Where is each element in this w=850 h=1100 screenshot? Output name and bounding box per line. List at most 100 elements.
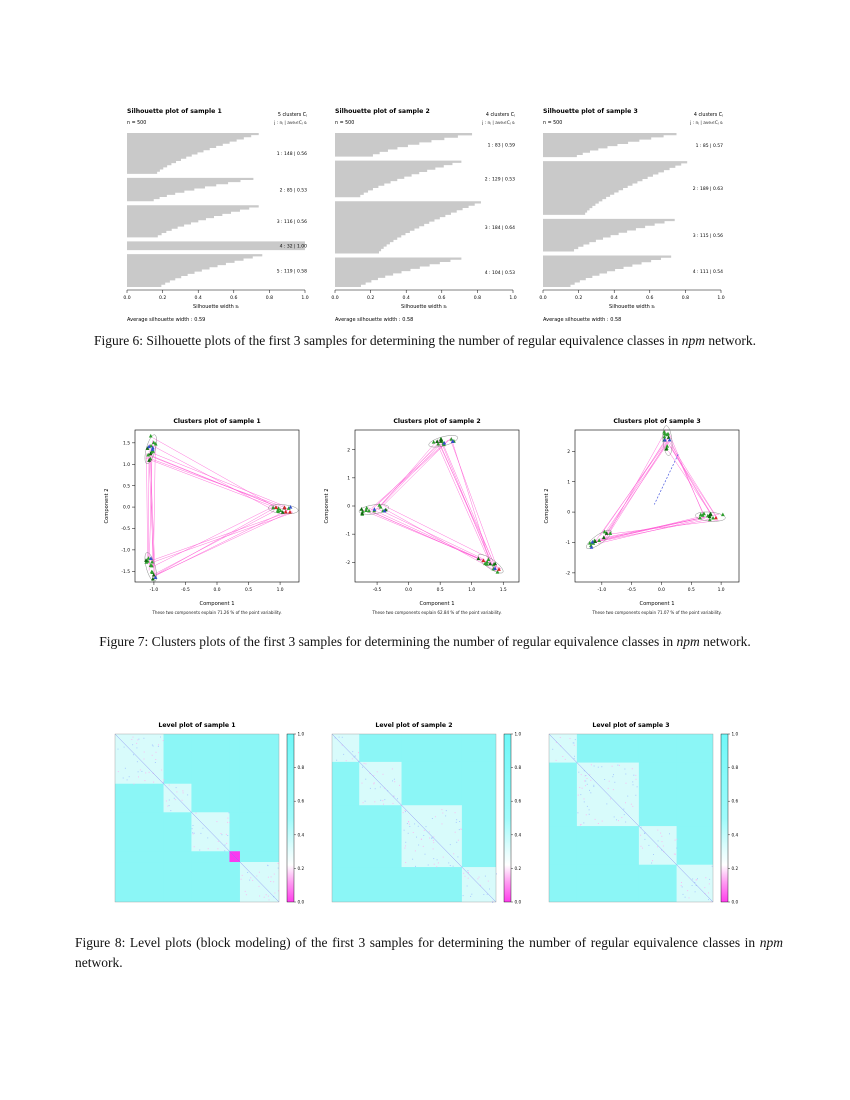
svg-text:0.8: 0.8 <box>732 765 739 770</box>
svg-text:0.8: 0.8 <box>682 295 689 301</box>
svg-text:0.6: 0.6 <box>230 295 237 301</box>
svg-text:Level plot of sample 3: Level plot of sample 3 <box>592 722 669 729</box>
svg-text:1.5: 1.5 <box>500 587 507 593</box>
svg-text:1.0: 1.0 <box>732 732 739 737</box>
svg-text:1.0: 1.0 <box>718 587 725 593</box>
svg-text:2 : 85 | 0.53: 2 : 85 | 0.53 <box>280 187 307 193</box>
svg-text:0.2: 0.2 <box>732 866 739 871</box>
svg-text:2 : 129 | 0.53: 2 : 129 | 0.53 <box>485 177 515 183</box>
svg-text:n = 500: n = 500 <box>543 120 562 126</box>
svg-text:0.5: 0.5 <box>437 587 444 593</box>
svg-text:Silhouette width sᵢ: Silhouette width sᵢ <box>193 304 239 310</box>
svg-text:-0.5: -0.5 <box>121 526 130 532</box>
svg-text:0.8: 0.8 <box>298 765 305 770</box>
svg-text:These two components explain 7: These two components explain 71.07 % of … <box>591 610 721 615</box>
svg-text:4 clusters Cⱼ: 4 clusters Cⱼ <box>486 112 515 118</box>
silhouette-plot-sample-3: Silhouette plot of sample 3 n = 500 4 clus… <box>539 108 724 323</box>
figure7-caption-italic: npm <box>676 634 700 649</box>
clusters-plot-sample-2: Clusters plot of sample 2 -0.5 0.0 0.5 1.0 1.… <box>324 418 520 615</box>
figure6-caption-text: Figure 6: Silhouette plots of the first … <box>93 333 682 348</box>
svg-text:Average silhouette width : 0.: Average silhouette width : 0.59 <box>127 317 205 323</box>
silhouette-plot-sample-1: Silhouette plot of sample 1 n = 500 5 clus… <box>123 108 308 323</box>
svg-text:Silhouette width sᵢ: Silhouette width sᵢ <box>609 304 655 310</box>
svg-text:Silhouette width sᵢ: Silhouette width sᵢ <box>401 304 447 310</box>
svg-text:0.0: 0.0 <box>732 900 739 905</box>
svg-text:These two components explain 6: These two components explain 62.84 % of … <box>371 610 501 615</box>
level-plot-sample-2: Level plot of sample 2 1.0 0.8 0.6 0.4 0.2 0.0 <box>331 722 522 905</box>
svg-text:-1: -1 <box>346 532 351 538</box>
svg-text:1: 1 <box>567 479 570 485</box>
svg-text:j : nⱼ | aveᵢ∊Cⱼ sᵢ: j : nⱼ | aveᵢ∊Cⱼ sᵢ <box>481 120 515 126</box>
svg-text:0.4: 0.4 <box>298 832 305 837</box>
svg-text:-1.0: -1.0 <box>150 587 159 593</box>
svg-text:Silhouette plot of sample 1: Silhouette plot of sample 1 <box>127 108 222 115</box>
svg-text:0: 0 <box>347 504 350 510</box>
svg-text:4 : 32 | 1.00: 4 : 32 | 1.00 <box>280 244 307 250</box>
svg-text:0.0: 0.0 <box>123 505 130 511</box>
svg-text:-1.0: -1.0 <box>121 547 130 553</box>
svg-text:Silhouette plot of sample 2: Silhouette plot of sample 2 <box>335 108 430 115</box>
svg-text:1.0: 1.0 <box>468 587 475 593</box>
svg-text:1.0: 1.0 <box>515 732 522 737</box>
svg-text:1 : 83 | 0.59: 1 : 83 | 0.59 <box>488 143 515 149</box>
svg-text:-0.5: -0.5 <box>373 587 382 593</box>
svg-text:-2: -2 <box>566 570 571 576</box>
svg-text:4 : 104 | 0.53: 4 : 104 | 0.53 <box>485 270 515 276</box>
svg-text:0.6: 0.6 <box>732 799 739 804</box>
svg-text:1: 1 <box>347 475 350 481</box>
svg-text:Clusters plot of sample 1: Clusters plot of sample 1 <box>173 418 260 425</box>
svg-text:0.0: 0.0 <box>405 587 412 593</box>
figure8-levelplot-row: Level plot of sample 1 1.0 0.8 0.6 0.4 0.2 0.0… <box>103 718 742 914</box>
svg-text:0.2: 0.2 <box>515 866 522 871</box>
figure6-caption-suffix: network. <box>705 333 757 348</box>
svg-text:0.0: 0.0 <box>214 587 221 593</box>
svg-text:0.8: 0.8 <box>266 295 273 301</box>
svg-text:5 clusters Cⱼ: 5 clusters Cⱼ <box>278 112 307 118</box>
clusters-plot-sample-3: Clusters plot of sample 3 -1.0 -0.5 0.0 0.5 1… <box>544 418 740 615</box>
svg-text:Component 1: Component 1 <box>639 601 674 607</box>
svg-text:4 : 111 | 0.54: 4 : 111 | 0.54 <box>693 269 723 275</box>
svg-text:-1.5: -1.5 <box>121 569 130 575</box>
svg-text:1 : 148 | 0.56: 1 : 148 | 0.56 <box>277 151 307 157</box>
clusters-plot-sample-1: Clusters plot of sample 1 -1.0 -0.5 0.0 0.5 1… <box>104 418 300 615</box>
svg-text:1.0: 1.0 <box>277 587 284 593</box>
svg-text:0.8: 0.8 <box>474 295 481 301</box>
svg-text:Level plot of sample 2: Level plot of sample 2 <box>375 722 452 729</box>
svg-text:0.0: 0.0 <box>539 295 546 301</box>
svg-text:2: 2 <box>567 449 570 455</box>
svg-text:Component 2: Component 2 <box>544 488 550 523</box>
svg-text:Clusters plot of sample 3: Clusters plot of sample 3 <box>613 418 700 425</box>
svg-text:0.0: 0.0 <box>515 900 522 905</box>
svg-text:Component 1: Component 1 <box>199 601 234 607</box>
svg-text:0.6: 0.6 <box>646 295 653 301</box>
svg-text:1.0: 1.0 <box>301 295 308 301</box>
svg-text:0.2: 0.2 <box>367 295 374 301</box>
figure7-caption-suffix: network. <box>699 634 751 649</box>
figure8-caption-suffix: network. <box>75 954 123 970</box>
svg-text:Component 2: Component 2 <box>324 488 330 523</box>
svg-text:3 : 116 | 0.56: 3 : 116 | 0.56 <box>277 219 307 225</box>
svg-text:0.4: 0.4 <box>515 832 522 837</box>
svg-text:-0.5: -0.5 <box>627 587 636 593</box>
svg-text:0.0: 0.0 <box>658 587 665 593</box>
svg-text:n = 500: n = 500 <box>335 120 354 126</box>
svg-text:Average silhouette width : 0.: Average silhouette width : 0.58 <box>543 317 621 323</box>
svg-text:3 : 115 | 0.56: 3 : 115 | 0.56 <box>693 233 723 239</box>
svg-text:0.6: 0.6 <box>515 799 522 804</box>
svg-text:0.0: 0.0 <box>298 900 305 905</box>
figure6-silhouette-row: Silhouette plot of sample 1 n = 500 5 clus… <box>122 103 728 325</box>
svg-text:Level plot of sample 1: Level plot of sample 1 <box>158 722 235 729</box>
figure8-caption-italic: npm <box>759 935 783 950</box>
svg-text:4 clusters Cⱼ: 4 clusters Cⱼ <box>694 112 723 118</box>
svg-text:0.4: 0.4 <box>195 295 202 301</box>
svg-text:Component 2: Component 2 <box>104 488 110 523</box>
level-plot-sample-3: Level plot of sample 3 1.0 0.8 0.6 0.4 0.2 0.0 <box>548 722 739 905</box>
figure6-caption: Figure 6: Silhouette plots of the first … <box>0 331 850 351</box>
figure8-caption: Figure 8: Level plots (block modeling) o… <box>75 933 783 972</box>
svg-text:-0.5: -0.5 <box>181 587 190 593</box>
svg-text:0.2: 0.2 <box>159 295 166 301</box>
svg-text:-1.0: -1.0 <box>598 587 607 593</box>
svg-text:Average silhouette width : 0.: Average silhouette width : 0.58 <box>335 317 413 323</box>
figure7-caption: Figure 7: Clusters plots of the first 3 … <box>0 632 850 652</box>
